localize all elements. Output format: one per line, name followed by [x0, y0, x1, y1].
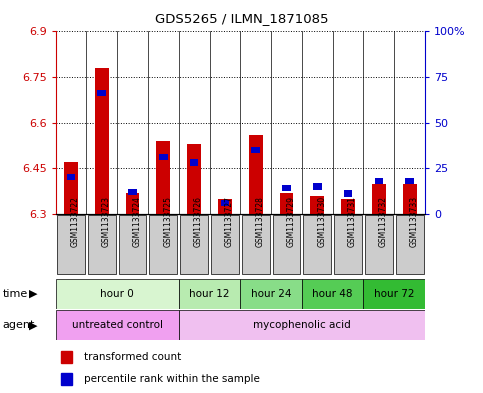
Bar	[149, 215, 177, 274]
Bar	[242, 215, 270, 274]
Bar	[190, 159, 199, 166]
Bar	[64, 162, 78, 214]
Text: GSM1133725: GSM1133725	[163, 196, 172, 247]
Text: hour 0: hour 0	[100, 289, 134, 299]
Bar	[119, 215, 146, 274]
Text: percentile rank within the sample: percentile rank within the sample	[84, 374, 260, 384]
Bar	[126, 193, 140, 214]
Text: GSM1133726: GSM1133726	[194, 196, 203, 247]
Bar	[249, 135, 263, 214]
Bar	[221, 200, 229, 206]
Text: time: time	[2, 289, 28, 299]
Text: hour 12: hour 12	[189, 289, 230, 299]
Bar	[57, 215, 85, 274]
Bar	[403, 184, 416, 214]
Bar	[405, 178, 414, 184]
Text: GSM1133733: GSM1133733	[410, 196, 419, 247]
Text: hour 72: hour 72	[374, 289, 414, 299]
Text: GSM1133722: GSM1133722	[71, 196, 80, 247]
Bar	[187, 144, 201, 214]
Bar	[364, 279, 425, 309]
Bar	[251, 147, 260, 153]
Text: GDS5265 / ILMN_1871085: GDS5265 / ILMN_1871085	[155, 12, 328, 25]
Text: GSM1133728: GSM1133728	[256, 196, 265, 247]
Bar	[61, 351, 71, 363]
Bar	[156, 141, 170, 214]
Text: GSM1133727: GSM1133727	[225, 196, 234, 247]
Bar	[272, 215, 300, 274]
Bar	[98, 90, 106, 96]
Bar	[128, 189, 137, 195]
Bar	[211, 215, 239, 274]
Text: GSM1133731: GSM1133731	[348, 196, 357, 247]
Bar	[372, 184, 386, 214]
Text: ▶: ▶	[28, 289, 37, 299]
Bar	[61, 373, 71, 385]
Bar	[374, 178, 383, 184]
Text: ▶: ▶	[28, 320, 37, 330]
Bar	[341, 199, 355, 214]
Text: hour 24: hour 24	[251, 289, 291, 299]
Bar	[240, 279, 302, 309]
Bar	[95, 68, 109, 214]
Bar	[56, 310, 179, 340]
Text: mycophenolic acid: mycophenolic acid	[253, 320, 351, 330]
Bar	[311, 196, 324, 214]
Bar	[280, 193, 293, 214]
Text: agent: agent	[2, 320, 35, 330]
Bar	[67, 174, 75, 180]
Text: hour 48: hour 48	[313, 289, 353, 299]
Text: GSM1133729: GSM1133729	[286, 196, 296, 247]
Text: GSM1133724: GSM1133724	[132, 196, 142, 247]
Bar	[303, 215, 331, 274]
Bar	[88, 215, 115, 274]
Bar	[334, 215, 362, 274]
Bar	[179, 310, 425, 340]
Bar	[180, 215, 208, 274]
Bar	[56, 279, 179, 309]
Bar	[313, 183, 322, 189]
Bar	[159, 154, 168, 160]
Text: transformed count: transformed count	[84, 352, 181, 362]
Text: GSM1133730: GSM1133730	[317, 196, 327, 247]
Text: GSM1133732: GSM1133732	[379, 196, 388, 247]
Bar	[179, 279, 240, 309]
Bar	[282, 185, 291, 191]
Bar	[302, 279, 364, 309]
Text: untreated control: untreated control	[71, 320, 163, 330]
Text: GSM1133723: GSM1133723	[102, 196, 111, 247]
Bar	[396, 215, 424, 274]
Bar	[218, 199, 232, 214]
Bar	[365, 215, 393, 274]
Bar	[344, 191, 353, 197]
